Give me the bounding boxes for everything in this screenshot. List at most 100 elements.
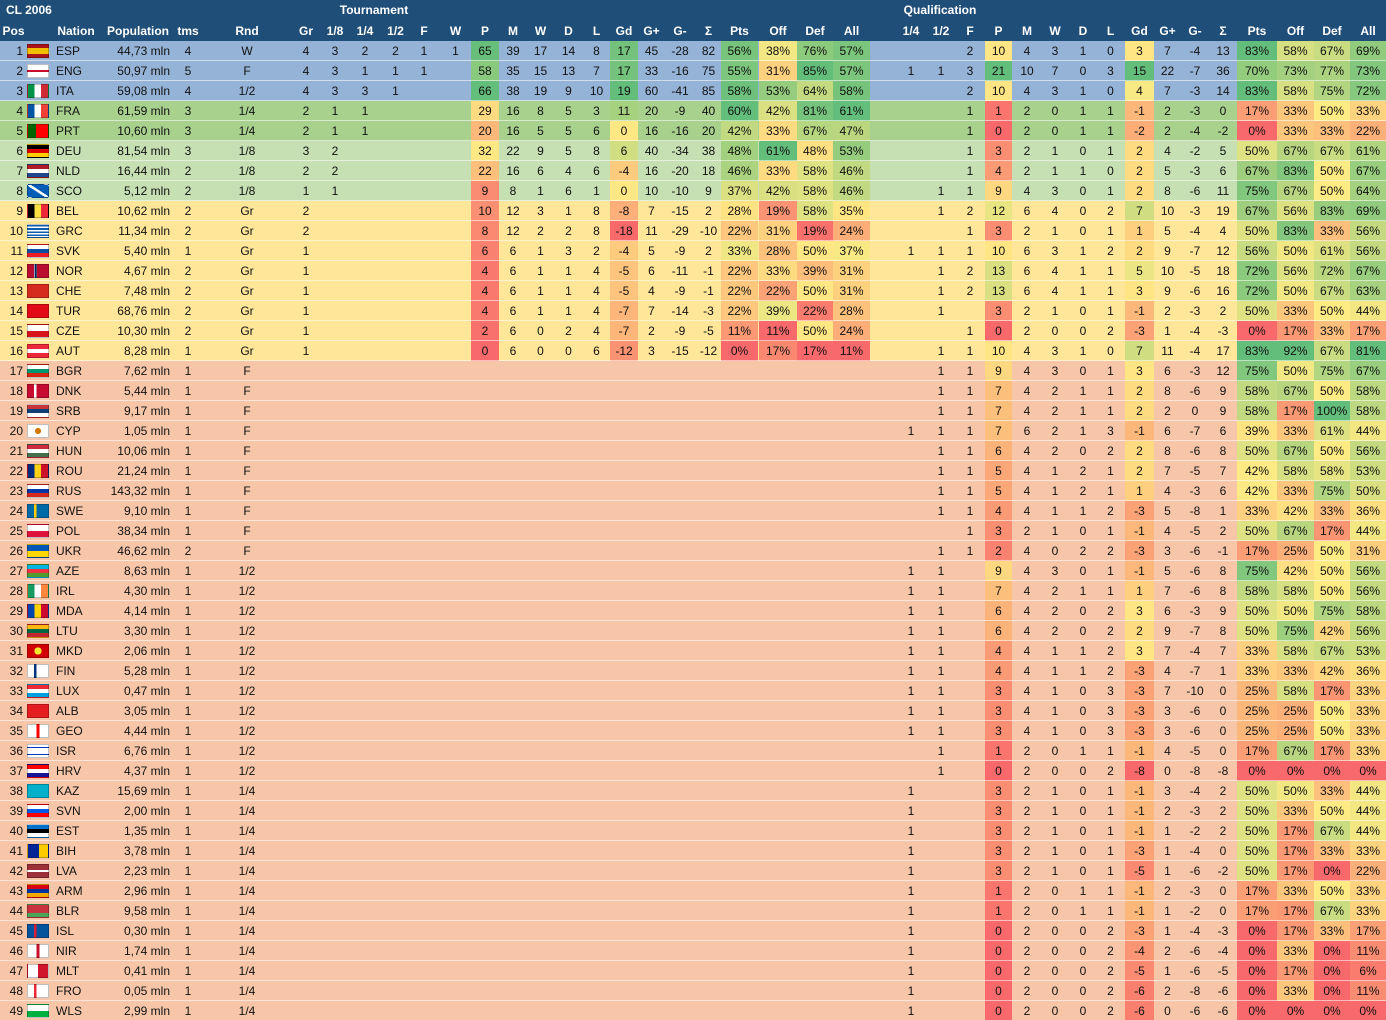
table-row[interactable]: 33 LUX 0,47 mln 1 1/2 1 1 3 4 1 0 3 -3 7 -10 0 25% 58% 17%…	[0, 681, 1386, 701]
cell-d	[555, 961, 582, 981]
column-header[interactable]: W	[1049, 24, 1061, 38]
column-header[interactable]: tms	[177, 24, 199, 38]
table-row[interactable]: 49 WLS 2,99 mln 1 1/4 1 0 2 0 0 2 -6 0 -6 -6 0% 0% 0% 0%	[0, 1001, 1386, 1020]
column-header[interactable]: Gd	[615, 24, 633, 38]
column-header[interactable]: P	[480, 24, 489, 38]
column-header[interactable]: G+	[1159, 24, 1176, 38]
table-row[interactable]: 34 ALB 3,05 mln 1 1/2 1 1 3 4 1 0 3 -3 3 -6 0 25% 25% 50% 3…	[0, 701, 1386, 721]
table-row[interactable]: 48 FRO 0,05 mln 1 1/4 1 0 2 0 0 2 -6 2 -8 -6 0% 33% 0% 11%	[0, 981, 1386, 1001]
table-row[interactable]: 47 MLT 0,41 mln 1 1/4 1 0 2 0 0 2 -5 1 -6 -5 0% 17% 0% 6%	[0, 961, 1386, 981]
column-header[interactable]: All	[1360, 24, 1376, 38]
table-row[interactable]: 10 GRC 11,34 mln 2 Gr 2 8 12 2 2 8 -18 11 -29 -10 22% 31…	[0, 221, 1386, 241]
column-header[interactable]: Population	[107, 24, 169, 38]
cell-p: 13	[985, 281, 1012, 301]
column-header[interactable]: Pts	[1247, 24, 1267, 38]
table-row[interactable]: 45 ISL 0,30 mln 1 1/4 1 0 2 0 0 2 -3 1 -4 -3 0% 17% 33% 17…	[0, 921, 1386, 941]
table-row[interactable]: 1 ESP 44,73 mln 4 W 4 3 2 2 1 1 65 39 17 14 8 17 45 -28 82 5…	[0, 41, 1386, 61]
table-row[interactable]: 4 FRA 61,59 mln 3 1/4 2 1 1 29 16 8 5 3 11 20 -9 40 60% 42…	[0, 101, 1386, 121]
column-header[interactable]: D	[564, 24, 573, 38]
table-row[interactable]: 24 SWE 9,10 mln 1 F 1 1 4 4 1 1 2 -3 5 -8 1 33% 42% 33% 36%	[0, 501, 1386, 521]
table-row[interactable]: 16 AUT 8,28 mln 1 Gr 1 0 6 0 0 6 -12 3 -15 -12 0% 17% 17%…	[0, 341, 1386, 361]
table-row[interactable]: 28 IRL 4,30 mln 1 1/2 1 1 7 4 2 1 1 1 7 -6 8 58% 58% 50% 56…	[0, 581, 1386, 601]
column-header[interactable]: P	[994, 24, 1003, 38]
table-row[interactable]: 3 ITA 59,08 mln 4 1/2 4 3 3 1 66 38 19 9 10 19 60 -41 85 5…	[0, 81, 1386, 101]
table-row[interactable]: 37 HRV 4,37 mln 1 1/2 1 0 2 0 0 2 -8 0 -8 -8 0% 0% 0% 0%	[0, 761, 1386, 781]
column-header[interactable]: L	[1106, 24, 1115, 38]
table-row[interactable]: 18 DNK 5,44 mln 1 F 1 1 7 4 2 1 1 2 8 -6 9 58% 67% 50% 58%	[0, 381, 1386, 401]
column-header[interactable]: G-	[1188, 24, 1202, 38]
column-header[interactable]: F	[420, 24, 428, 38]
column-header[interactable]: L	[592, 24, 601, 38]
table-row[interactable]: 15 CZE 10,30 mln 2 Gr 1 2 6 0 2 4 -7 2 -9 -5 11% 11% 50% 2…	[0, 321, 1386, 341]
cell-1-8	[321, 861, 349, 881]
table-row[interactable]: 30 LTU 3,30 mln 1 1/2 1 1 6 4 2 0 2 2 9 -7 8 50% 75% 42% 56…	[0, 621, 1386, 641]
cell--	[695, 901, 722, 921]
table-row[interactable]: 46 NIR 1,74 mln 1 1/4 1 0 2 0 0 2 -4 2 -6 -4 0% 33% 0% 11%	[0, 941, 1386, 961]
table-row[interactable]: 41 BIH 3,78 mln 1 1/4 1 3 2 1 0 1 -3 1 -4 0 50% 17% 33% 33…	[0, 841, 1386, 861]
table-row[interactable]: 8 SCO 5,12 mln 2 1/8 1 1 9 8 1 6 1 0 10 -10 9 37% 42% 58% 4…	[0, 181, 1386, 201]
column-header[interactable]: M	[1022, 24, 1032, 38]
column-header[interactable]: G-	[673, 24, 687, 38]
table-row[interactable]: 40 EST 1,35 mln 1 1/4 1 3 2 1 0 1 -1 1 -2 2 50% 17% 67% 44…	[0, 821, 1386, 841]
table-row[interactable]: 23 RUS 143,32 mln 1 F 1 1 5 4 1 2 1 1 4 -3 6 42% 33% 75% 50…	[0, 481, 1386, 501]
column-header[interactable]: Σ	[704, 24, 713, 38]
cell-p	[471, 901, 499, 921]
column-header[interactable]: F	[966, 24, 974, 38]
table-row[interactable]: 13 CHE 7,48 mln 2 Gr 1 4 6 1 1 4 -5 4 -9 -1 22% 22% 50% 31…	[0, 281, 1386, 301]
table-row[interactable]: 19 SRB 9,17 mln 1 F 1 1 7 4 2 1 1 2 2 0 9 58% 17% 100% 58%	[0, 401, 1386, 421]
column-header[interactable]: Gr	[298, 24, 313, 38]
column-header[interactable]: 1/8	[326, 24, 344, 38]
table-row[interactable]: 25 POL 38,34 mln 1 F 1 3 2 1 0 1 -1 4 -5 2 50% 67% 17% 44%	[0, 521, 1386, 541]
column-header[interactable]: W	[449, 24, 462, 38]
cell-d: 0	[1079, 604, 1087, 618]
table-row[interactable]: 17 BGR 7,62 mln 1 F 1 1 9 4 3 0 1 3 6 -3 12 75% 50% 75% 67%	[0, 361, 1386, 381]
column-header[interactable]: D	[1078, 24, 1088, 38]
column-header[interactable]: M	[508, 24, 518, 38]
table-row[interactable]: 43 ARM 2,96 mln 1 1/4 1 1 2 0 1 1 -1 2 -3 0 17% 33% 50% 33…	[0, 881, 1386, 901]
column-header[interactable]: Σ	[1219, 24, 1227, 38]
table-row[interactable]: 5 PRT 10,60 mln 3 1/4 2 1 1 20 16 5 5 6 0 16 -16 20 42% 33…	[0, 121, 1386, 141]
table-row[interactable]: 26 UKR 46,62 mln 2 F 1 1 2 4 0 2 2 -3 3 -6 -1 17% 25% 50% 3…	[0, 541, 1386, 561]
table-row[interactable]: 22 ROU 21,24 mln 1 F 1 1 5 4 1 2 1 2 7 -5 7 42% 58% 58% 53%	[0, 461, 1386, 481]
table-row[interactable]: 2 ENG 50,97 mln 5 F 4 3 1 1 1 58 35 15 13 7 17 33 -16 75 55…	[0, 61, 1386, 81]
table-row[interactable]: 38 KAZ 15,69 mln 1 1/4 1 3 2 1 0 1 -1 3 -4 2 50% 50% 33% 4…	[0, 781, 1386, 801]
table-row[interactable]: 36 ISR 6,76 mln 1 1/2 1 1 2 0 1 1 -1 4 -5 0 17% 67% 17% 33…	[0, 741, 1386, 761]
column-header[interactable]: 1/4	[902, 24, 920, 38]
table-row[interactable]: 21 HUN 10,06 mln 1 F 1 1 6 4 2 0 2 2 8 -6 8 50% 67% 50% 56%	[0, 441, 1386, 461]
table-row[interactable]: 42 LVA 2,23 mln 1 1/4 1 3 2 1 0 1 -5 1 -6 -2 50% 17% 0% 22…	[0, 861, 1386, 881]
table-row[interactable]: 9 BEL 10,62 mln 2 Gr 2 10 12 3 1 8 -8 7 -15 2 28% 19% 58%…	[0, 201, 1386, 221]
cell-1-2: 1	[937, 384, 945, 398]
table-row[interactable]: 12 NOR 4,67 mln 2 Gr 1 4 6 1 1 4 -5 6 -11 -1 22% 33% 39% 3…	[0, 261, 1386, 281]
column-header[interactable]: 1/4	[356, 24, 374, 38]
column-header[interactable]: Pos	[2, 24, 25, 38]
table-row[interactable]: 6 DEU 81,54 mln 3 1/8 3 2 32 22 9 5 8 6 40 -34 38 48% 61%…	[0, 141, 1386, 161]
column-header[interactable]: 1/2	[387, 24, 404, 38]
column-header[interactable]: Def	[805, 24, 825, 38]
column-header[interactable]: Rnd	[235, 24, 259, 38]
cell-pos: 6	[16, 144, 23, 158]
column-header[interactable]: 1/2	[932, 24, 950, 38]
table-row[interactable]: 39 SVN 2,00 mln 1 1/4 1 3 2 1 0 1 -1 2 -3 2 50% 33% 50% 44…	[0, 801, 1386, 821]
cell-w: 3	[1051, 184, 1059, 198]
column-header[interactable]: W	[534, 24, 547, 38]
table-row[interactable]: 20 CYP 1,05 mln 1 F 1 1 1 7 6 2 1 3 -1 6 -7 6 39% 33% 61% 44…	[0, 421, 1386, 441]
column-header[interactable]: Def	[1322, 24, 1342, 38]
cell-nation: ISL	[56, 924, 75, 938]
table-row[interactable]: 29 MDA 4,14 mln 1 1/2 1 1 6 4 2 0 2 3 6 -3 9 50% 50% 75% 58…	[0, 601, 1386, 621]
column-header[interactable]: Nation	[57, 24, 95, 38]
table-row[interactable]: 27 AZE 8,63 mln 1 1/2 1 1 9 4 3 0 1 -1 5 -6 8 75% 42% 50% 5…	[0, 561, 1386, 581]
column-header[interactable]: All	[843, 24, 860, 38]
table-row[interactable]: 44 BLR 9,58 mln 1 1/4 1 1 2 0 1 1 -1 1 -2 0 17% 17% 67% 33…	[0, 901, 1386, 921]
column-header[interactable]: Off	[1286, 24, 1305, 38]
column-header[interactable]: G+	[643, 24, 660, 38]
table-row[interactable]: 35 GEO 4,44 mln 1 1/2 1 1 3 4 1 0 3 -3 3 -6 0 25% 25% 50% 3…	[0, 721, 1386, 741]
table-row[interactable]: 11 SVK 5,40 mln 1 Gr 1 6 6 1 3 2 -4 5 -9 2 33% 28% 50% 37%…	[0, 241, 1386, 261]
table-row[interactable]: 14 TUR 68,76 mln 2 Gr 1 4 6 1 1 4 -7 7 -14 -3 22% 39% 22%…	[0, 301, 1386, 321]
table-row[interactable]: 7 NLD 16,44 mln 2 1/8 2 2 22 16 6 4 6 -4 16 -20 18 46% 33…	[0, 161, 1386, 181]
table-row[interactable]: 31 MKD 2,06 mln 1 1/2 1 1 4 4 1 1 2 3 7 -4 7 33% 58% 67% 53…	[0, 641, 1386, 661]
cell-m: 16	[506, 164, 520, 178]
column-header[interactable]: Pts	[730, 24, 749, 38]
column-header[interactable]: Off	[769, 24, 787, 38]
column-header[interactable]: Gd	[1131, 24, 1148, 38]
table-row[interactable]: 32 FIN 5,28 mln 1 1/2 1 1 4 4 1 1 2 -3 4 -7 1 33% 33% 42% 3…	[0, 661, 1386, 681]
